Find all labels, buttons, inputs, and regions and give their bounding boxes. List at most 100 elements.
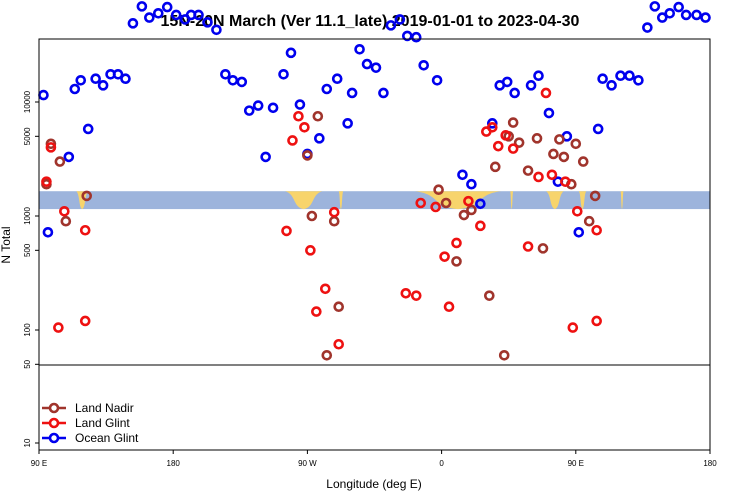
data-point [267,102,279,114]
data-point [418,59,430,71]
data-point [531,133,543,144]
data-point [501,76,513,88]
data-point [673,1,684,13]
data-point [560,176,571,187]
data-point [443,301,455,313]
data-point [430,201,441,213]
data-point [211,24,222,36]
data-point [591,315,602,327]
y-tick-label: 100 [23,323,32,337]
data-point [82,123,94,135]
data-point [278,68,289,80]
data-point [633,75,644,86]
y-tick-label: 5000 [23,127,32,145]
data-point [570,138,582,150]
x-tick-label: 180 [167,459,181,468]
legend-swatch-marker [48,432,60,444]
data-point [75,75,87,86]
data-point [321,83,333,95]
x-tick-label: 180 [703,459,717,468]
data-point [680,9,692,21]
data-point [302,150,313,161]
legend-label: Land Glint [75,416,130,430]
data-point [333,301,345,313]
data-point [484,290,495,301]
data-point [193,9,204,21]
data-point [533,70,544,82]
data-point [81,190,93,202]
data-point [440,197,452,209]
data-point [507,143,519,154]
data-point [314,133,325,144]
data-point [589,190,601,202]
data-point [400,287,412,299]
data-point [144,12,155,23]
plot-area [38,1,711,361]
data-point [498,349,510,361]
series-land-glint [41,87,602,350]
data-point [507,117,519,128]
legend-swatch-marker [48,417,60,429]
data-point [624,70,635,82]
data-point [354,43,365,55]
data-point [342,118,353,129]
data-point [63,151,75,163]
data-point [294,99,306,110]
data-point [299,121,310,133]
data-point [577,156,589,167]
x-tick-label: 90 W [298,459,317,468]
data-point [583,215,595,227]
data-point [285,47,297,59]
y-tick-label: 50 [23,359,32,368]
x-tick-label: 90 E [568,459,584,468]
data-point [53,322,64,333]
data-point [97,80,109,91]
data-point [306,210,318,222]
data-point [45,142,57,153]
data-point [361,58,373,70]
series-ocean-glint [38,1,711,238]
data-point [567,322,579,333]
data-point [331,73,343,85]
data-point [152,7,164,19]
data-point [664,7,676,19]
data-point [451,256,462,267]
data-point [260,151,271,163]
data-point [415,197,427,209]
data-point [548,148,559,160]
data-point [281,225,292,237]
y-tick-label: 10000 [23,90,32,113]
x-tick-label: 90 E [31,459,47,468]
data-point [60,215,72,227]
data-point [642,22,653,33]
data-point [486,121,498,133]
data-point [475,220,486,232]
land-patch [414,191,502,210]
data-point [475,198,486,210]
data-point [591,224,602,236]
data-point [370,62,382,73]
data-point [649,1,661,12]
land-patch [620,191,624,210]
series-land-nadir [41,110,601,361]
data-point [509,87,520,99]
land-patch [510,191,514,210]
x-axis-label: Longitude (deg E) [326,477,421,491]
data-point [59,205,70,217]
legend-swatch-marker [48,402,60,414]
data-point [243,105,255,116]
data-point [439,251,450,262]
land-patch [338,191,344,210]
data-point [112,68,124,80]
data-point [573,226,585,238]
data-point [457,169,468,181]
data-point [42,226,54,238]
data-point [466,178,477,190]
data-point [522,241,534,252]
data-point [489,161,501,173]
data-point [202,17,213,28]
data-point [90,73,101,85]
data-point [458,209,470,221]
data-point [537,243,549,254]
